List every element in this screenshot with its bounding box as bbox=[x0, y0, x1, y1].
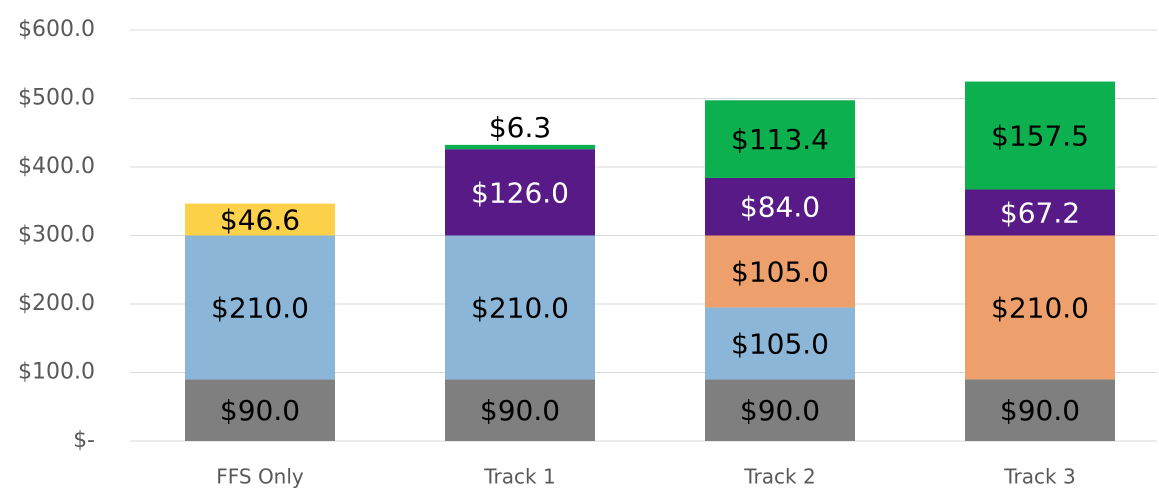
bar-segment bbox=[965, 81, 1115, 190]
y-tick-label: $300.0 bbox=[18, 223, 95, 248]
data-label: $84.0 bbox=[740, 191, 820, 224]
y-tick-label: $100.0 bbox=[18, 360, 95, 385]
data-label: $90.0 bbox=[1000, 394, 1080, 427]
data-label: $126.0 bbox=[471, 176, 569, 209]
x-tick-label: FFS Only bbox=[216, 465, 304, 489]
bar-segment bbox=[445, 149, 595, 236]
bar-segment bbox=[705, 379, 855, 441]
x-tick-label: Track 1 bbox=[483, 465, 555, 489]
data-label: $105.0 bbox=[731, 255, 829, 288]
x-tick-label: Track 3 bbox=[1003, 465, 1075, 489]
y-tick-label: $500.0 bbox=[18, 86, 95, 111]
data-label: $90.0 bbox=[220, 394, 300, 427]
bar-segment bbox=[965, 235, 1115, 380]
data-label: $67.2 bbox=[1000, 196, 1080, 229]
bar-segment bbox=[705, 100, 855, 178]
y-tick-label: $200.0 bbox=[18, 291, 95, 316]
x-tick-label: Track 2 bbox=[743, 465, 815, 489]
bar-segment bbox=[965, 379, 1115, 441]
bar-segment bbox=[185, 203, 335, 236]
data-label: $210.0 bbox=[471, 291, 569, 324]
bar-segment bbox=[185, 379, 335, 441]
data-label: $105.0 bbox=[731, 327, 829, 360]
data-label: $6.3 bbox=[489, 111, 551, 144]
data-label: $210.0 bbox=[211, 291, 309, 324]
y-tick-label: $- bbox=[73, 428, 95, 453]
bar-segment bbox=[705, 235, 855, 308]
bar-segment bbox=[445, 235, 595, 380]
bar-segment bbox=[965, 189, 1115, 236]
bar-segment bbox=[705, 177, 855, 236]
bar-segment bbox=[185, 235, 335, 380]
data-label: $90.0 bbox=[480, 394, 560, 427]
data-label: $90.0 bbox=[740, 394, 820, 427]
bar-segment bbox=[705, 307, 855, 380]
data-label: $210.0 bbox=[991, 291, 1089, 324]
y-tick-label: $600.0 bbox=[18, 17, 95, 42]
data-label: $113.4 bbox=[731, 123, 829, 156]
data-label: $46.6 bbox=[220, 204, 300, 237]
data-label: $157.5 bbox=[991, 120, 1089, 153]
bar-segment bbox=[445, 144, 595, 150]
y-tick-label: $400.0 bbox=[18, 154, 95, 179]
bar-segment bbox=[445, 379, 595, 441]
